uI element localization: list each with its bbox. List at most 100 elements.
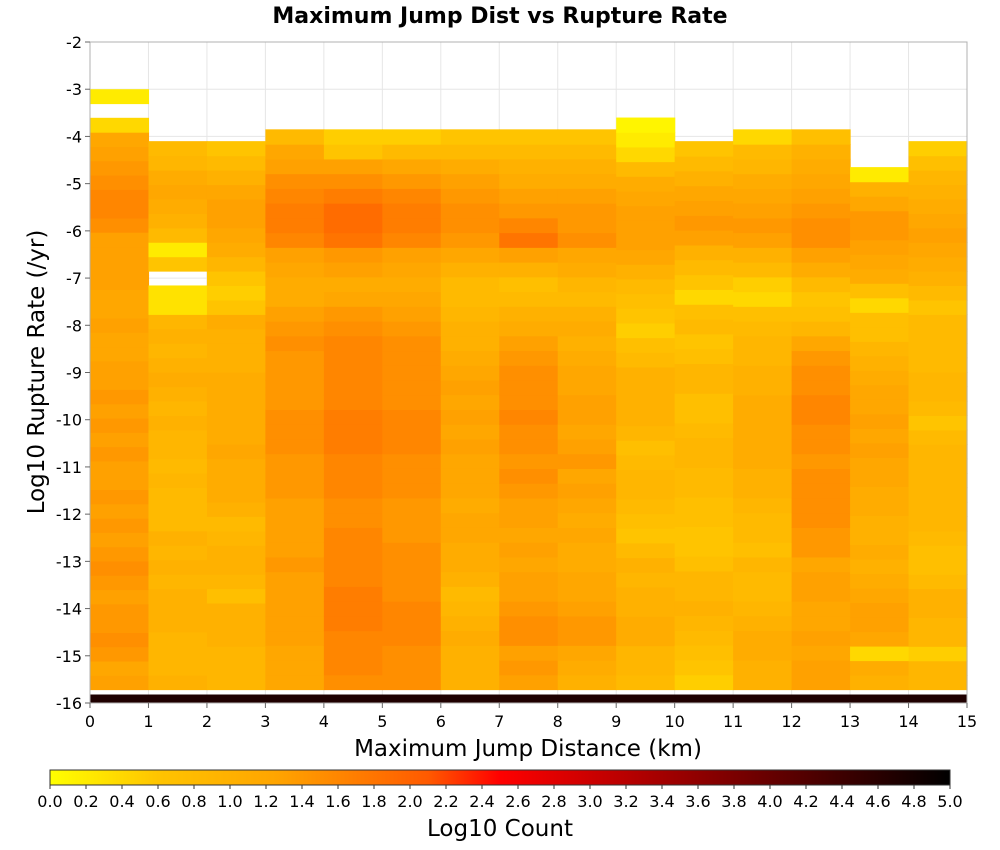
heatmap-cell: [908, 400, 968, 416]
heatmap-cell: [791, 394, 851, 411]
heatmap-cell: [908, 372, 968, 388]
heatmap-cell: [206, 617, 266, 633]
heatmap-cell: [674, 570, 734, 587]
heatmap-cell: [148, 299, 208, 315]
heatmap-cell: [206, 242, 266, 258]
heatmap-cell: [265, 365, 325, 381]
heatmap-cell: [616, 557, 676, 573]
heatmap-cell: [440, 630, 500, 646]
heatmap-cell: [733, 203, 793, 219]
heatmap-cell: [850, 471, 910, 487]
heatmap-cell: [850, 370, 910, 386]
heatmap-cell: [557, 394, 617, 411]
heatmap-cell: [557, 674, 617, 691]
heatmap-cell: [616, 660, 676, 676]
heatmap-cell: [90, 389, 150, 405]
heatmap-cell: [850, 167, 910, 183]
colorbar-tick-label: 3.2: [613, 792, 638, 811]
heatmap-cell: [323, 571, 383, 587]
heatmap-cell: [148, 256, 208, 272]
heatmap-cell: [440, 645, 500, 661]
heatmap-cell: [148, 559, 208, 575]
heatmap-cell: [733, 483, 793, 499]
heatmap-cell: [382, 173, 442, 189]
y-tick-label: -3: [66, 80, 82, 99]
heatmap-cell: [908, 213, 968, 229]
heatmap-cell: [440, 365, 500, 381]
heatmap-cell: [382, 571, 442, 587]
heatmap-cell: [323, 306, 383, 322]
heatmap-cell: [733, 350, 793, 366]
heatmap-cell: [908, 184, 968, 200]
heatmap-cell: [265, 512, 325, 528]
heatmap-cell: [674, 630, 734, 646]
heatmap-cell: [733, 674, 793, 691]
heatmap-cell: [557, 468, 617, 484]
heatmap-cell: [148, 285, 208, 301]
heatmap-cell: [791, 365, 851, 381]
heatmap-cell: [791, 615, 851, 632]
heatmap-cell: [206, 530, 266, 546]
heatmap-cell: [674, 600, 734, 617]
heatmap-cell: [206, 357, 266, 373]
heatmap-cell: [206, 227, 266, 243]
heatmap-cell: [148, 617, 208, 633]
heatmap-cell: [674, 244, 734, 261]
heatmap-cell: [616, 469, 676, 485]
heatmap-cell: [90, 317, 150, 333]
heatmap-cell: [499, 320, 559, 337]
heatmap-cell: [733, 320, 793, 337]
heatmap-cell: [674, 378, 734, 394]
heatmap-cell: [382, 601, 442, 617]
heatmap-cell: [323, 262, 383, 278]
heatmap-cell: [674, 452, 734, 468]
heatmap-cell: [382, 232, 442, 248]
heatmap-cell: [850, 312, 910, 328]
heatmap-cell: [206, 271, 266, 287]
heatmap-cell: [323, 365, 383, 381]
heatmap-cell: [323, 542, 383, 558]
heatmap-cell: [440, 173, 500, 189]
heatmap-cell: [616, 132, 676, 148]
heatmap-cell: [265, 601, 325, 617]
heatmap-cell: [265, 291, 325, 307]
heatmap-cell: [323, 453, 383, 469]
heatmap-cell: [850, 355, 910, 371]
heatmap-cell: [791, 660, 851, 676]
x-tick-label: 15: [957, 712, 977, 731]
heatmap-cell: [791, 188, 851, 204]
heatmap-cell: [674, 511, 734, 528]
heatmap-cell: [499, 424, 559, 440]
heatmap-cell: [499, 601, 559, 617]
heatmap-cell: [499, 306, 559, 322]
y-tick-label: -5: [66, 175, 82, 194]
heatmap-cell: [90, 174, 150, 190]
heatmap-cell: [499, 497, 559, 514]
heatmap-cell: [557, 497, 617, 514]
heatmap-cell: [148, 473, 208, 489]
heatmap-cell: [323, 674, 383, 691]
heatmap-cell: [265, 542, 325, 558]
heatmap-cell: [382, 335, 442, 352]
heatmap-cell: [206, 588, 266, 604]
heatmap-cell: [265, 144, 325, 160]
heatmap-cell: [616, 220, 676, 236]
heatmap-cell: [850, 297, 910, 313]
heatmap-cell: [908, 141, 968, 157]
heatmap-cell: [791, 217, 851, 234]
heatmap-cell: [499, 571, 559, 587]
heatmap-cell: [850, 384, 910, 400]
heatmap-cell: [440, 571, 500, 587]
heatmap-cell: [323, 394, 383, 411]
heatmap-cell: [265, 188, 325, 204]
heatmap-cell: [557, 527, 617, 543]
heatmap-cell: [557, 276, 617, 293]
heatmap-cell: [323, 424, 383, 440]
heatmap-cell: [908, 602, 968, 618]
heatmap-cell: [791, 645, 851, 661]
heatmap-cell: [148, 184, 208, 200]
heatmap-cell: [908, 501, 968, 517]
heatmap-cell: [908, 675, 968, 691]
heatmap-cell: [323, 512, 383, 528]
heatmap-cell: [850, 196, 910, 212]
